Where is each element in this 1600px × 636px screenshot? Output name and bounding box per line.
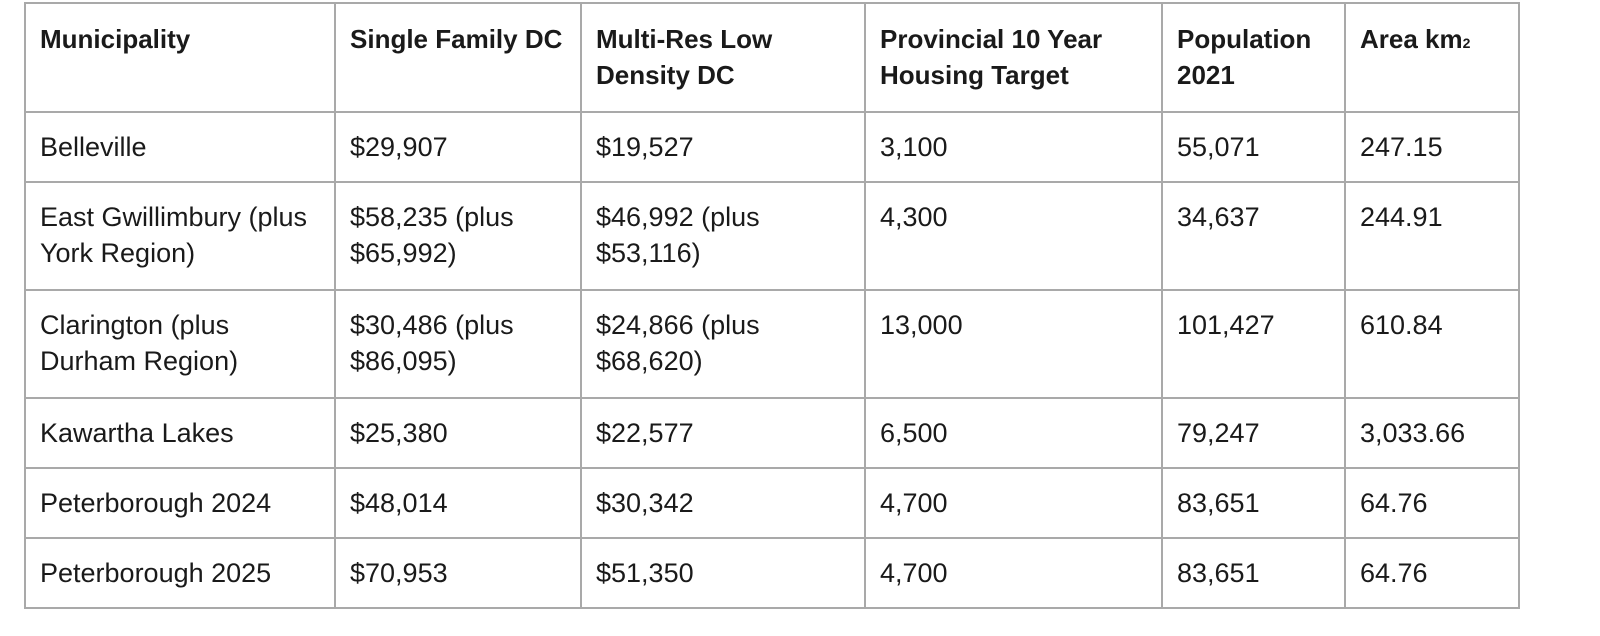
- table-header-row: Municipality Single Family DC Multi-Res …: [24, 2, 1520, 113]
- header-provincial-housing-target: Provincial 10 Year Housing Target: [864, 2, 1163, 113]
- header-area-label: Area km: [1360, 24, 1463, 54]
- cell-single-family-dc: $25,380: [334, 397, 582, 469]
- development-charges-table-container: Municipality Single Family DC Multi-Res …: [24, 2, 1520, 609]
- header-population-2021: Population 2021: [1161, 2, 1346, 113]
- cell-provincial-housing-target: 4,700: [864, 467, 1163, 539]
- cell-single-family-dc: $58,235 (plus $65,992): [334, 181, 582, 291]
- cell-population-2021: 79,247: [1161, 397, 1346, 469]
- cell-provincial-housing-target: 6,500: [864, 397, 1163, 469]
- cell-multi-res-low-density-dc: $24,866 (plus $68,620): [580, 289, 866, 399]
- cell-area: 64.76: [1344, 467, 1520, 539]
- cell-single-family-dc: $48,014: [334, 467, 582, 539]
- cell-provincial-housing-target: 13,000: [864, 289, 1163, 399]
- development-charges-table: Municipality Single Family DC Multi-Res …: [24, 2, 1520, 609]
- cell-municipality: Peterborough 2024: [24, 467, 336, 539]
- header-area-unit-subscript: 2: [1462, 35, 1471, 51]
- cell-area: 3,033.66: [1344, 397, 1520, 469]
- cell-population-2021: 101,427: [1161, 289, 1346, 399]
- cell-municipality: Belleville: [24, 111, 336, 183]
- cell-single-family-dc: $29,907: [334, 111, 582, 183]
- table-row: East Gwillimbury (plus York Region) $58,…: [24, 181, 1520, 291]
- table-row: Kawartha Lakes $25,380 $22,577 6,500 79,…: [24, 397, 1520, 469]
- cell-single-family-dc: $70,953: [334, 537, 582, 609]
- header-municipality: Municipality: [24, 2, 336, 113]
- cell-multi-res-low-density-dc: $19,527: [580, 111, 866, 183]
- cell-area: 64.76: [1344, 537, 1520, 609]
- cell-population-2021: 55,071: [1161, 111, 1346, 183]
- cell-area: 247.15: [1344, 111, 1520, 183]
- cell-multi-res-low-density-dc: $22,577: [580, 397, 866, 469]
- cell-municipality: Clarington (plus Durham Region): [24, 289, 336, 399]
- cell-provincial-housing-target: 3,100: [864, 111, 1163, 183]
- header-single-family-dc: Single Family DC: [334, 2, 582, 113]
- cell-multi-res-low-density-dc: $51,350: [580, 537, 866, 609]
- cell-population-2021: 83,651: [1161, 467, 1346, 539]
- cell-municipality: Kawartha Lakes: [24, 397, 336, 469]
- table-row: Belleville $29,907 $19,527 3,100 55,071 …: [24, 111, 1520, 183]
- cell-multi-res-low-density-dc: $30,342: [580, 467, 866, 539]
- header-multi-res-low-density-dc: Multi-Res Low Density DC: [580, 2, 866, 113]
- cell-municipality: East Gwillimbury (plus York Region): [24, 181, 336, 291]
- cell-multi-res-low-density-dc: $46,992 (plus $53,116): [580, 181, 866, 291]
- cell-provincial-housing-target: 4,700: [864, 537, 1163, 609]
- cell-population-2021: 83,651: [1161, 537, 1346, 609]
- table-row: Peterborough 2025 $70,953 $51,350 4,700 …: [24, 537, 1520, 609]
- cell-provincial-housing-target: 4,300: [864, 181, 1163, 291]
- cell-area: 244.91: [1344, 181, 1520, 291]
- table-row: Peterborough 2024 $48,014 $30,342 4,700 …: [24, 467, 1520, 539]
- cell-single-family-dc: $30,486 (plus $86,095): [334, 289, 582, 399]
- cell-municipality: Peterborough 2025: [24, 537, 336, 609]
- table-row: Clarington (plus Durham Region) $30,486 …: [24, 289, 1520, 399]
- cell-population-2021: 34,637: [1161, 181, 1346, 291]
- header-area: Area km2: [1344, 2, 1520, 113]
- cell-area: 610.84: [1344, 289, 1520, 399]
